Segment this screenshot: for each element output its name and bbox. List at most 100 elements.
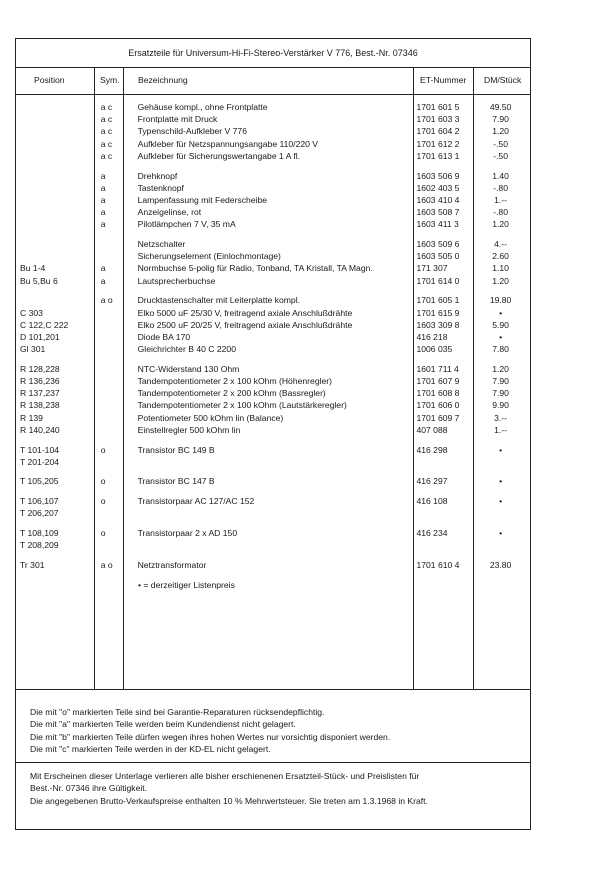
table-row: a c Gehäuse kompl., ohne Frontplatte 1701 … [16, 101, 530, 113]
position-cell [16, 182, 94, 194]
price-cell: -.50 [493, 138, 508, 149]
description-cell: Lautsprecherbuchse [137, 275, 216, 286]
symbol-cell: a [100, 263, 106, 274]
table-row: a c Typenschild-Aufkleber V 776 1701 604 2… [16, 125, 530, 137]
table-row: a o Drucktastenschalter mit Leiterplatte … [16, 294, 530, 306]
price-cell: 1.40 [492, 170, 509, 181]
et-number-cell: 1701 607 9 [416, 376, 460, 387]
symbol-cell [94, 343, 123, 355]
position-cell [16, 294, 94, 306]
et-number-cell: 1603 411 3 [416, 219, 459, 230]
position-cell [16, 194, 94, 206]
price-cell: 3.-- [494, 412, 508, 423]
table-body: a c Gehäuse kompl., ohne Frontplatte 1701 … [16, 94, 530, 690]
table-row: a Drehknopf 1603 506 9 1.40 [16, 170, 530, 182]
symbol-cell [94, 399, 123, 411]
symbol-cell: a c [100, 126, 113, 137]
et-number-cell: 1602 403 5 [416, 182, 460, 193]
description-cell: Tandempotentiometer 2 x 100 kOhm (Lautst… [137, 400, 347, 411]
description-cell: Lampenfassung mit Federscheibe [137, 194, 268, 205]
symbol-legend: Die mit "o" markierten Teile sind bei Ga… [16, 689, 530, 763]
position-cell: Gl 301 [20, 344, 46, 355]
description-cell: Netzschalter [137, 239, 186, 250]
position-cell: Bu 5,Bu 6 [20, 275, 58, 286]
symbol-cell [94, 375, 123, 387]
symbol-cell: a [100, 207, 106, 218]
symbol-cell [94, 307, 123, 319]
table-row: a c Aufkleber für Netzspannungsangabe 110… [16, 138, 530, 150]
et-number-cell: 1701 603 3 [416, 114, 460, 125]
symbol-cell: a [100, 194, 106, 205]
position-cell [16, 206, 94, 218]
description-cell: Frontplatte mit Druck [137, 114, 218, 125]
et-number-cell: 1701 615 9 [416, 307, 460, 318]
et-number-cell: 416 298 [416, 444, 448, 455]
et-number-cell: 1701 614 0 [416, 275, 460, 286]
et-number-cell: 1006 035 [416, 344, 453, 355]
position-cell [16, 150, 94, 162]
description-cell: Aufkleber für Sicherungswertangabe 1 A f… [137, 150, 301, 161]
description-cell: Transistorpaar 2 x AD 150 [137, 528, 238, 539]
symbol-cell: a [100, 275, 106, 286]
symbol-cell [94, 238, 123, 250]
position-cell: R 139 [20, 412, 43, 423]
table-row: Sicherungselement (Einlochmontage) 1603 5… [16, 250, 530, 262]
price-cell: • [499, 528, 503, 539]
position-cell: R 138,238 [20, 400, 60, 411]
parts-list-document: Ersatzteile für Universum-Hi-Fi-Stereo-V… [15, 38, 531, 830]
description-cell: Transistor BC 149 B [137, 444, 215, 455]
description-cell: Drehknopf [137, 170, 178, 181]
table-row: a c Aufkleber für Sicherungswertangabe 1 … [16, 150, 530, 162]
document-title: Ersatzteile für Universum-Hi-Fi-Stereo-V… [16, 39, 530, 68]
price-cell: • [499, 307, 503, 318]
description-cell: Pilotlämpchen 7 V, 35 mA [137, 219, 236, 230]
table-row: T 108,109 T 208,209 o Transistorpaar 2 x A… [16, 527, 530, 551]
table-row: T 101-104 T 201-204 o Transistor BC 149 B 4… [16, 444, 530, 468]
price-cell: • [499, 331, 503, 342]
symbol-cell: o [100, 476, 106, 487]
price-cell: 49.50 [489, 102, 512, 112]
description-cell: Diode BA 170 [137, 331, 191, 342]
table-row: T 106,107 T 206,207 o Transistorpaar AC 12… [16, 495, 530, 519]
table-row: R 138,238 Tandempotentiometer 2 x 100 kOh… [16, 399, 530, 411]
description-cell: Tandempotentiometer 2 x 100 kOhm (Höhenr… [137, 376, 333, 387]
symbol-cell: o [100, 444, 106, 455]
et-number-cell: 407 088 [416, 424, 448, 435]
part-group: Tr 301 a o Netztransformator 1701 610 4 23.8… [16, 559, 530, 571]
legend-line: Die mit "b" markierten Teile dürfen wege… [30, 731, 391, 742]
price-cell: • [499, 496, 503, 507]
part-group: a Drehknopf 1603 506 9 1.40 a Tastenknopf 1602… [16, 170, 530, 231]
legend-line: Die mit "a" markierten Teile werden beim… [30, 719, 296, 730]
price-cell: 4.-- [494, 239, 508, 250]
table-row: a Anzeigelinse, rot 1603 508 7 -.80 [16, 206, 530, 218]
column-divider [473, 67, 474, 689]
description-cell: NTC-Widerstand 130 Ohm [137, 363, 240, 374]
table-row: R 140,240 Einstellregler 500 kOhm lin 407 … [16, 424, 530, 436]
price-cell: 1.-- [494, 424, 508, 435]
price-cell: 7.90 [492, 388, 509, 399]
et-number-cell: 416 108 [416, 496, 448, 507]
description-cell: Aufkleber für Netzspannungsangabe 110/22… [137, 138, 319, 149]
description-cell: Potentiometer 500 kOhm lin (Balance) [137, 412, 284, 423]
price-cell: 7.80 [492, 344, 509, 355]
header-description: Bezeichnung [138, 75, 188, 85]
et-number-cell: 1701 606 0 [416, 400, 460, 411]
symbol-cell [94, 424, 123, 436]
description-cell: Normbuchse 5-polig für Radio, Tonband, T… [137, 263, 373, 274]
symbol-cell [94, 363, 123, 375]
position-cell: Tr 301 [20, 560, 45, 570]
symbol-cell: a [100, 170, 106, 181]
validity-note: Mit Erscheinen dieser Unterlage verliere… [16, 763, 530, 807]
position-cell [16, 170, 94, 182]
description-cell: Einstellregler 500 kOhm lin [137, 424, 241, 435]
symbol-cell: o [100, 528, 106, 539]
description-cell: Anzeigelinse, rot [137, 207, 202, 218]
position-cell [16, 218, 94, 230]
table-row: C 303 Elko 5000 uF 25/30 V, freitragend a… [16, 307, 530, 319]
symbol-cell: a o [100, 560, 113, 570]
et-number-cell: 1701 601 5 [416, 102, 460, 112]
table-row: Netzschalter 1603 509 6 4.-- [16, 238, 530, 250]
table-row: Bu 1-4 a Normbuchse 5-polig für Radio, Ton… [16, 262, 530, 274]
price-cell: -.80 [493, 182, 508, 193]
price-cell: • [499, 476, 503, 487]
